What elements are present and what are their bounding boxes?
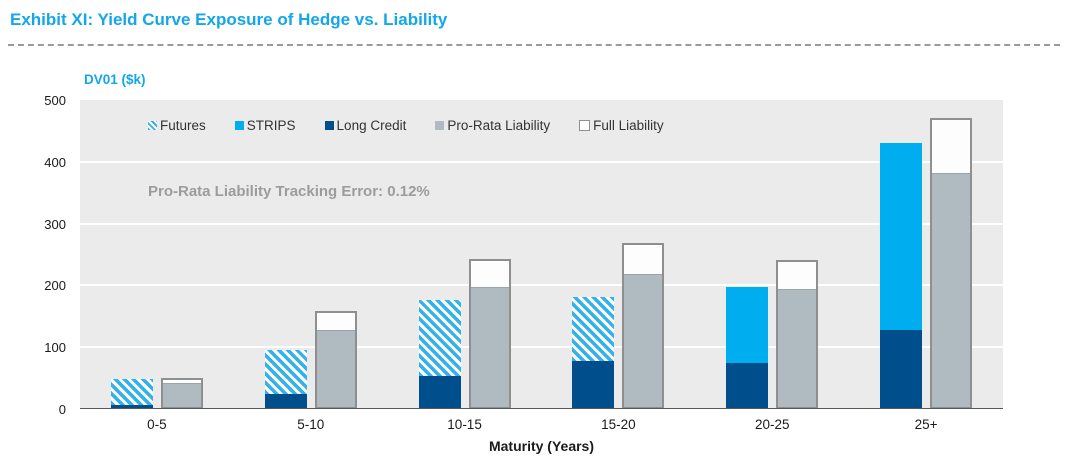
pro-rata-liability-segment (162, 382, 201, 407)
y-tick-label: 500 (44, 93, 66, 108)
legend-swatch-icon (435, 121, 445, 130)
x-tick-label: 25+ (914, 417, 938, 432)
long-credit-segment (418, 375, 461, 409)
strips-segment (726, 287, 769, 363)
x-tick-label: 10-15 (447, 417, 482, 432)
bar-chart: Futures STRIPS Long Credit Pro-Rata Liabili… (0, 93, 1067, 460)
bars-container: 0-5 5-10 10-15 15-20 20-25 25+ (80, 100, 1003, 432)
legend-label: STRIPS (246, 118, 296, 133)
y-tick-label: 0 (58, 402, 66, 417)
pro-rata-liability-segment (778, 288, 817, 407)
long-credit-segment (572, 361, 615, 409)
full-liability-bar (314, 311, 357, 409)
legend-item: STRIPS (234, 118, 296, 133)
bar-group: 5-10 (264, 100, 357, 432)
pro-rata-liability-segment (470, 287, 509, 407)
futures-segment (264, 349, 307, 394)
full-liability-bar (622, 243, 665, 409)
long-credit-segment (264, 393, 307, 409)
hedge-bar (418, 299, 461, 409)
futures-segment (110, 379, 153, 405)
legend-swatch-icon (234, 121, 244, 130)
legend-item: Futures (148, 118, 206, 133)
pro-rata-liability-segment (316, 330, 355, 407)
hedge-bar (264, 349, 307, 409)
gridline (80, 160, 1003, 163)
full-liability-bar (160, 378, 203, 409)
legend-item: Long Credit (324, 118, 407, 133)
bar-group: 15-20 (572, 100, 665, 432)
pro-rata-liability-segment (624, 274, 663, 407)
full-liability-bar (776, 259, 819, 409)
bar-group: 20-25 (726, 100, 819, 432)
legend-label: Futures (160, 118, 206, 133)
long-credit-segment (880, 329, 923, 409)
strips-segment (880, 143, 923, 330)
gridline (80, 284, 1003, 287)
x-tick-label: 20-25 (754, 417, 790, 432)
legend-swatch-icon (324, 121, 334, 130)
y-axis-title: DV01 ($k) (84, 72, 146, 87)
pro-rata-liability-segment (932, 173, 971, 407)
y-tick-label: 400 (44, 154, 66, 170)
x-tick-label: 5-10 (297, 417, 325, 432)
legend-swatch-icon (579, 120, 591, 131)
y-tick-label: 200 (44, 278, 66, 294)
x-axis-title: Maturity (Years) (488, 438, 595, 454)
hedge-bar (572, 297, 615, 409)
legend-item: Pro-Rata Liability (435, 118, 550, 133)
gridline (80, 346, 1003, 349)
legend-label: Full Liability (593, 118, 664, 133)
gridline (80, 222, 1003, 225)
hedge-bar (110, 379, 153, 409)
bar-group: 25+ (880, 100, 973, 432)
full-liability-bar (468, 259, 511, 409)
x-axis-line (80, 408, 1003, 409)
exhibit-title: Exhibit XI: Yield Curve Exposure of Hedg… (10, 10, 448, 29)
bar-group: 0-5 (110, 100, 203, 432)
dashed-divider (8, 44, 1060, 46)
long-credit-segment (726, 362, 769, 409)
tracking-error-annotation: Pro-Rata Liability Tracking Error: 0.12% (148, 183, 430, 200)
x-tick-label: 0-5 (147, 417, 167, 432)
y-tick-label: 100 (44, 340, 66, 356)
full-liability-bar (930, 118, 973, 409)
hedge-bar (880, 143, 923, 409)
legend-item: Full Liability (579, 118, 664, 133)
legend-label: Long Credit (336, 118, 407, 133)
hedge-bar (726, 287, 769, 409)
bar-group: 10-15 (418, 100, 511, 432)
legend-swatch-icon (148, 121, 157, 130)
long-credit-segment (110, 404, 153, 409)
chart-legend: Futures STRIPS Long Credit Pro-Rata Liabili… (148, 118, 664, 133)
plot-area: Futures STRIPS Long Credit Pro-Rata Liabili… (80, 100, 1003, 432)
futures-segment (572, 297, 615, 362)
y-tick-label: 300 (44, 216, 66, 232)
x-tick-label: 15-20 (601, 417, 636, 432)
legend-label: Pro-Rata Liability (447, 118, 551, 133)
futures-segment (418, 299, 461, 376)
